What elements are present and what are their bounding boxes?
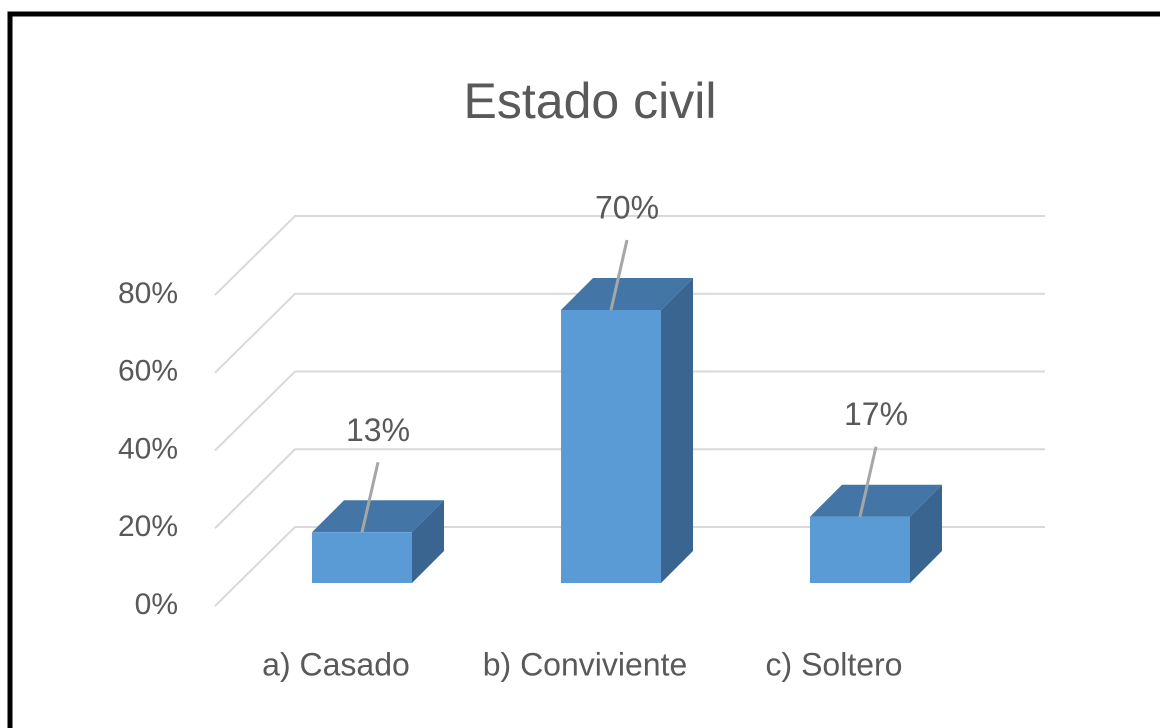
bar-top	[312, 500, 444, 533]
bar	[561, 310, 661, 583]
bar-top	[561, 278, 693, 310]
x-tick-label: a) Casado	[262, 646, 410, 682]
bar	[810, 516, 910, 583]
bar-side	[661, 278, 693, 583]
frame	[7, 11, 1160, 728]
leader-line	[609, 239, 629, 311]
x-tick-label: b) Conviviente	[483, 646, 688, 682]
data-label: 70%	[595, 189, 659, 225]
x-tick-label: c) Soltero	[766, 646, 903, 682]
y-tick-label: 0%	[135, 588, 178, 621]
leader-line	[858, 446, 878, 518]
bar-top	[810, 484, 942, 517]
grid-line	[214, 370, 1045, 452]
data-label: 17%	[844, 396, 908, 432]
y-tick-label: 20%	[118, 510, 178, 543]
grid-line	[214, 215, 1045, 296]
bar	[312, 532, 412, 583]
grid-line	[214, 448, 1045, 529]
chart-title: Estado civil	[464, 73, 717, 129]
bar-side	[412, 500, 444, 583]
y-tick-label: 40%	[118, 432, 178, 465]
y-tick-label: 60%	[118, 355, 178, 388]
grid-line	[214, 526, 1045, 607]
y-tick-label: 80%	[118, 277, 178, 310]
grid-line	[214, 292, 1045, 374]
bar-side	[910, 484, 942, 583]
leader-line	[360, 461, 380, 533]
data-label: 13%	[346, 412, 410, 448]
